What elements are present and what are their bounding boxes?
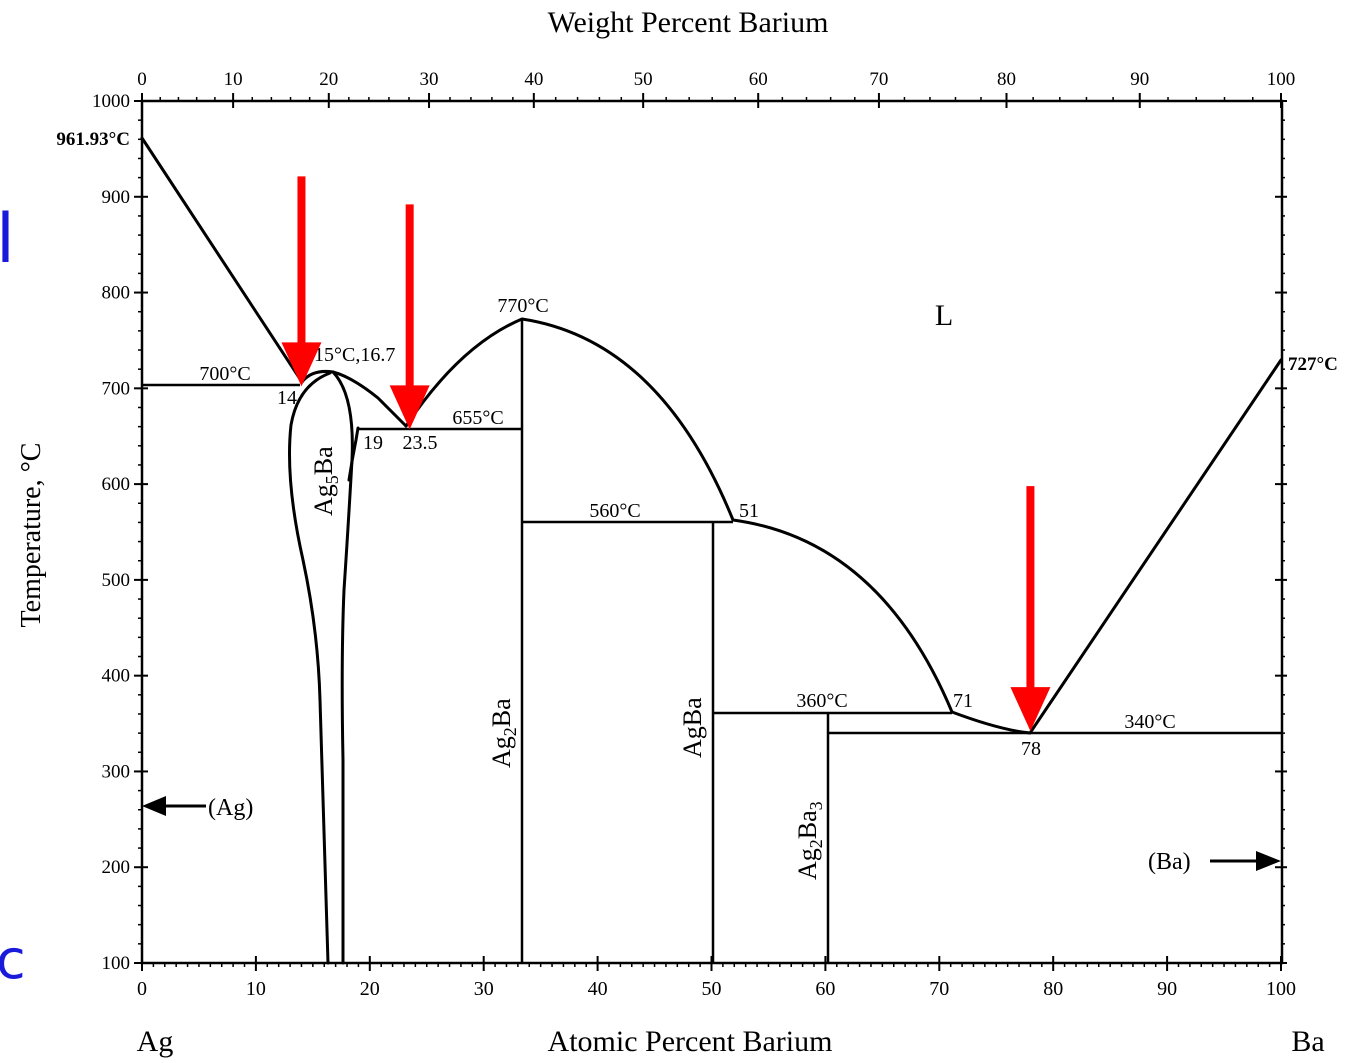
- y-tick-label: 100: [102, 953, 131, 974]
- wt-tick-label: 30: [420, 69, 439, 90]
- red-arrow: [1010, 486, 1051, 732]
- y-tick-label: 600: [102, 474, 131, 495]
- ag-solution-arrow: (Ag): [142, 795, 253, 821]
- ag5ba-solvus-left: [288, 371, 332, 965]
- eutectic-700-label: 700°C: [199, 363, 250, 385]
- red-arrow-head: [281, 342, 322, 387]
- wt-tick-label: 20: [319, 69, 338, 90]
- agba-label: AgBa: [678, 697, 707, 758]
- comp-71-label: 71: [953, 690, 973, 712]
- ag5ba-right-boundary: [347, 426, 360, 482]
- y-tick-label: 400: [102, 666, 131, 687]
- side-text-bottom: c: [0, 928, 26, 991]
- y-tick-label: 1000: [92, 91, 130, 112]
- wt-tick-label: 90: [1130, 69, 1149, 90]
- wt-tick-label: 60: [749, 69, 768, 90]
- x-tick-label: 90: [1157, 978, 1177, 1000]
- comp-14-label: 14: [277, 387, 297, 409]
- y-tick-label: 200: [102, 857, 131, 878]
- axis-ticks: 0 10 20 30 40 50 60 70 80 90 100100200300400500600…: [92, 69, 1296, 1000]
- x-tick-label: 30: [474, 978, 494, 1000]
- wt-tick-label: 70: [869, 69, 888, 90]
- x-tick-label: 50: [702, 978, 722, 1000]
- liquidus-agba-region: [731, 518, 954, 714]
- x-tick-label: 80: [1043, 978, 1063, 1000]
- comp-19-label: 19: [363, 432, 383, 454]
- eutectic-655-label: 655°C: [452, 407, 503, 429]
- red-arrow: [389, 204, 430, 430]
- peritectic-560-label: 560°C: [589, 500, 640, 522]
- mp-ag-label: 961.93°C: [56, 129, 130, 150]
- congruent-715-label: 715°C,16.7: [304, 344, 395, 366]
- wt-tick-label: 100: [1267, 69, 1296, 90]
- liquidus-ag-side: [140, 136, 304, 384]
- ag5ba-solvus-right: [331, 370, 354, 965]
- x-tick-label: 0: [137, 978, 147, 1000]
- wt-tick-label: 0: [137, 69, 147, 90]
- y-axis-title: Temperature, °C: [16, 443, 47, 628]
- y-tick-label: 700: [102, 378, 131, 399]
- wt-tick-label: 40: [524, 69, 543, 90]
- ag5ba-label: Ag5Ba: [309, 446, 342, 516]
- wt-tick-label: 10: [224, 69, 243, 90]
- x-tick-label: 70: [929, 978, 949, 1000]
- ag2ba-label: Ag2Ba: [487, 698, 520, 768]
- side-text-top: l: [0, 200, 15, 279]
- x-tick-label: 20: [360, 978, 380, 1000]
- liquidus-ag2ba-dome: [404, 317, 735, 522]
- red-arrow-head: [1010, 687, 1051, 732]
- atomic-axis-title: Atomic Percent Barium: [548, 1025, 833, 1058]
- y-tick-label: 500: [102, 570, 131, 591]
- comp-78-label: 78: [1021, 738, 1041, 760]
- ag-solution-label: (Ag): [208, 795, 253, 821]
- liquid-phase-label: L: [935, 299, 953, 332]
- ba-solution-label: (Ba): [1148, 849, 1191, 875]
- x-tick-label: 100: [1266, 978, 1296, 1000]
- x-tick-label: 10: [246, 978, 266, 1000]
- ba-solution-arrow: (Ba): [1148, 849, 1281, 875]
- wt-tick-label: 80: [997, 69, 1016, 90]
- peritectic-360-label: 360°C: [796, 690, 847, 712]
- congruent-770-label: 770°C: [497, 295, 548, 317]
- liquidus-eutectic-segment: [950, 710, 1032, 735]
- y-tick-label: 900: [102, 187, 131, 208]
- ba-label: Ba: [1291, 1025, 1324, 1058]
- weight-axis-title: Weight Percent Barium: [548, 6, 829, 39]
- y-tick-label: 300: [102, 761, 131, 782]
- red-arrow-head: [389, 385, 430, 430]
- red-arrow: [281, 176, 322, 387]
- liquidus-ba-side: [1028, 358, 1283, 735]
- ag-label: Ag: [137, 1025, 174, 1058]
- eutectic-340-label: 340°C: [1124, 711, 1175, 733]
- x-tick-label: 40: [588, 978, 608, 1000]
- x-tick-label: 60: [815, 978, 835, 1000]
- comp-51-label: 51: [739, 500, 759, 522]
- wt-tick-label: 50: [634, 69, 653, 90]
- comp-23-5-label: 23.5: [403, 432, 438, 454]
- highlight-arrows: [281, 176, 1051, 732]
- y-tick-label: 800: [102, 283, 131, 304]
- mp-ba-label: 727°C: [1288, 354, 1338, 375]
- ag2ba3-label: Ag2Ba3: [793, 801, 826, 880]
